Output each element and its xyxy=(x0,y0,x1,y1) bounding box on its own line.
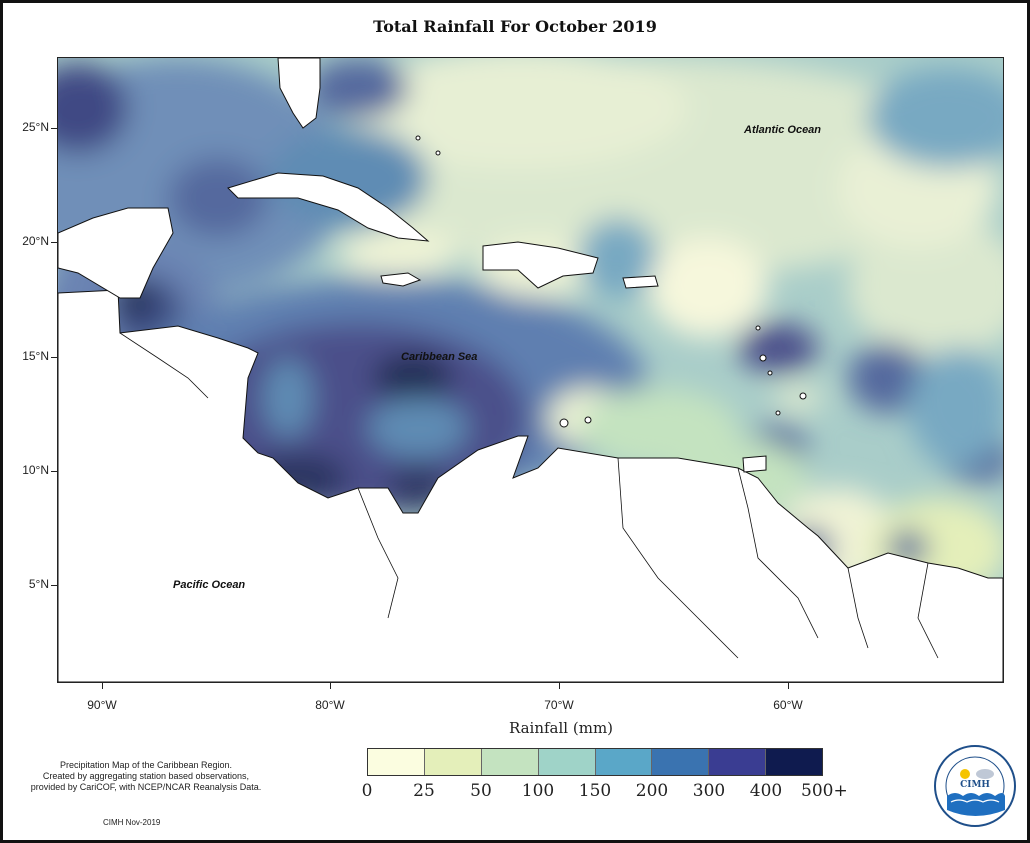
legend-tick-label: 100 xyxy=(521,781,555,801)
x-axis-label: Rainfall (mm) xyxy=(508,719,614,737)
land-masses xyxy=(58,58,1003,682)
pacific-ocean-label: Pacific Ocean xyxy=(173,579,246,591)
lon-tick xyxy=(102,683,103,689)
legend-tick-label: 50 xyxy=(470,781,492,801)
cimh-logo-icon xyxy=(934,745,1016,827)
legend-swatch xyxy=(652,749,710,775)
lat-tick xyxy=(51,585,57,586)
legend-tick-label: 300 xyxy=(692,781,726,801)
credit-date: CIMH Nov-2019 xyxy=(103,818,161,827)
credit-line: Created by aggregating station based obs… xyxy=(42,771,250,781)
legend-tick-label: 0 xyxy=(361,781,373,801)
lat-tick xyxy=(51,128,57,129)
lat-label-10n: 10°N xyxy=(22,463,49,477)
caribbean-sea-label: Caribbean Sea xyxy=(401,351,478,363)
country-borders xyxy=(119,332,939,659)
lon-label-70w: 70°W xyxy=(544,698,574,712)
lon-label-80w: 80°W xyxy=(315,698,345,712)
legend-swatch xyxy=(766,749,822,775)
legend-tick-label: 500+ xyxy=(801,781,848,801)
lat-label-20n: 20°N xyxy=(22,234,49,248)
lat-label-15n: 15°N xyxy=(22,349,49,363)
lat-tick xyxy=(51,471,57,472)
lon-label-60w: 60°W xyxy=(773,698,803,712)
credit-text: Precipitation Map of the Caribbean Regio… xyxy=(7,760,285,793)
credit-line: Precipitation Map of the Caribbean Regio… xyxy=(59,760,233,770)
legend-tick-label: 150 xyxy=(578,781,612,801)
legend-swatch xyxy=(709,749,767,775)
lat-tick xyxy=(51,357,57,358)
legend-swatch xyxy=(481,749,539,775)
legend-tick-label: 25 xyxy=(413,781,435,801)
lat-label-25n: 25°N xyxy=(22,120,49,134)
color-legend xyxy=(367,748,823,776)
lon-tick xyxy=(788,683,789,689)
rainfall-map-svg xyxy=(58,58,1003,682)
legend-swatch xyxy=(538,749,596,775)
legend-tick-label: 400 xyxy=(749,781,783,801)
legend-swatch xyxy=(595,749,653,775)
lon-tick xyxy=(330,683,331,689)
atlantic-ocean-label: Atlantic Ocean xyxy=(744,124,822,136)
map-title: Total Rainfall For October 2019 xyxy=(373,17,657,36)
credit-line: provided by CariCOF, with NCEP/NCAR Rean… xyxy=(30,782,262,792)
map-panel: Atlantic Ocean Caribbean Sea Pacific Oce… xyxy=(57,57,1004,683)
lon-tick xyxy=(559,683,560,689)
lat-label-5n: 5°N xyxy=(28,577,49,591)
logo-text: CIMH xyxy=(960,780,990,790)
legend-swatch xyxy=(424,749,482,775)
lon-label-90w: 90°W xyxy=(87,698,117,712)
lat-tick xyxy=(51,242,57,243)
legend-swatch xyxy=(368,749,425,775)
legend-tick-label: 200 xyxy=(635,781,669,801)
